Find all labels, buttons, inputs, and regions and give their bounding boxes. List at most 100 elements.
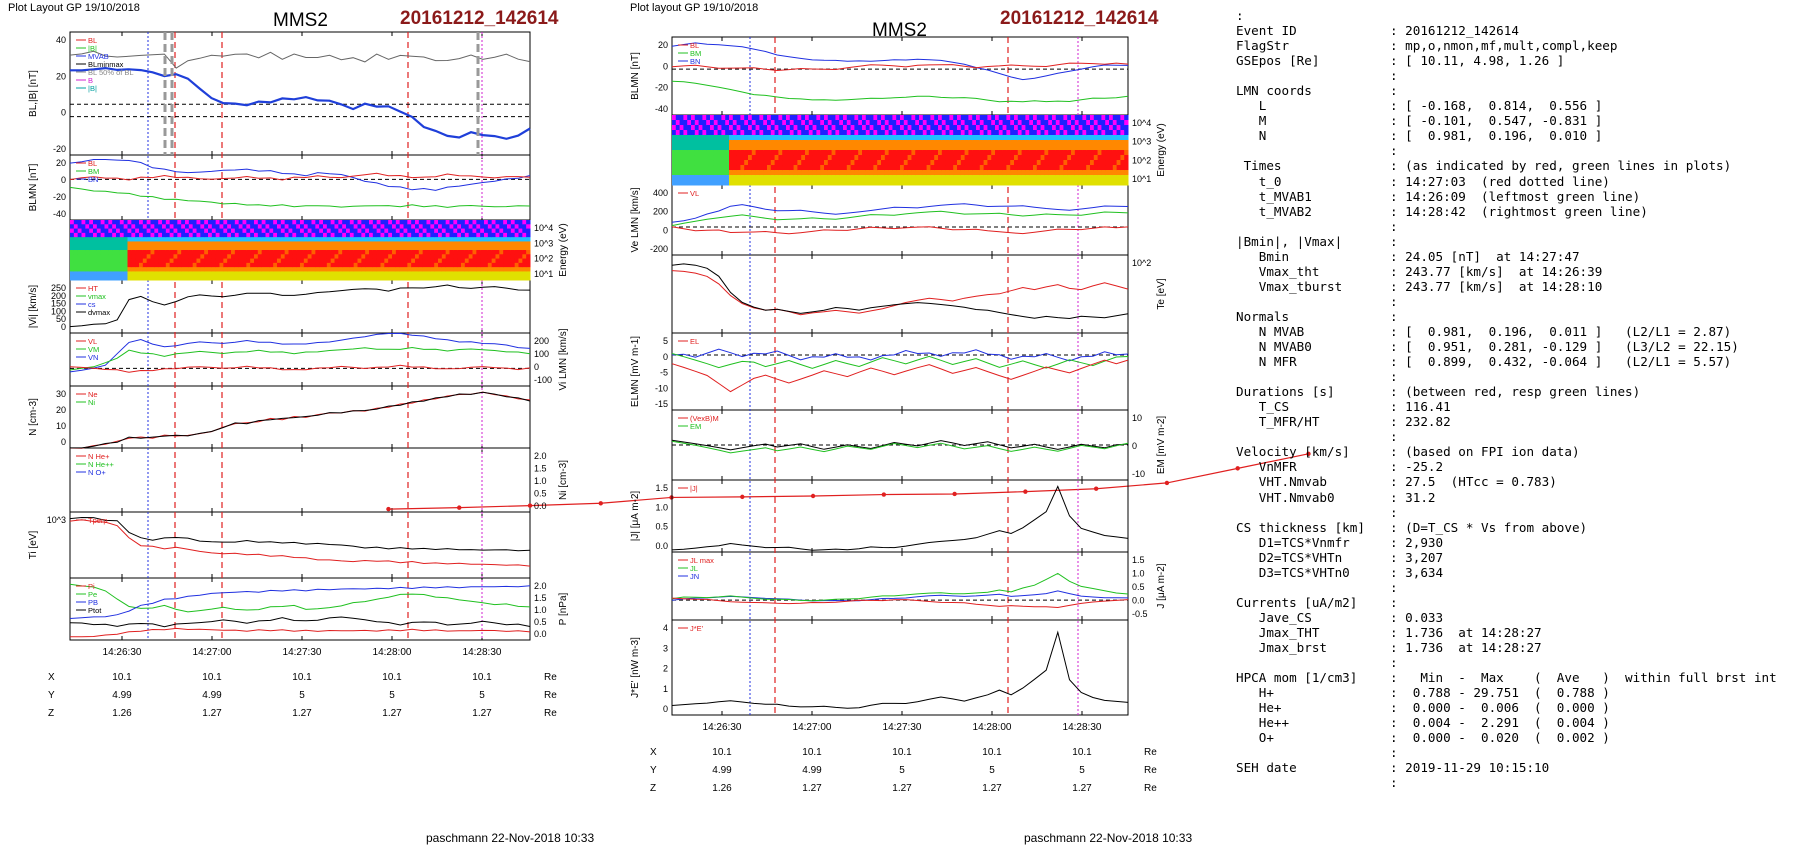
left-spectrogram-cell [499,237,504,242]
left-spectrogram-cell [273,220,278,225]
summary-key: Times [1236,158,1282,174]
middle-spectrogram-cell [782,160,787,166]
summary-value: : [ 0.951, 0.281, -0.129 ] (L3/L2 = 22.1… [1390,339,1739,355]
left-spectrogram-cell [369,245,374,251]
left-spectrogram-cell [441,220,447,225]
left-spectrogram-cell [491,224,496,230]
middle-spectrogram [672,115,1129,186]
left-spectrogram-cell [277,267,282,272]
middle-spectrogram-cell [919,160,924,166]
middle-spectrogram-cell [1029,115,1034,121]
left-spectrogram-cell [453,228,458,234]
middle-spectrogram-cell [1105,115,1110,121]
left-spectrogram-cell [96,267,102,272]
middle-spectrogram-cell [710,155,715,161]
left-spectrogram-cell [472,224,477,230]
middle-spectrogram-cell [797,155,802,161]
middle-spectrogram-cell [938,145,943,151]
middle-spectrogram-cell [960,135,966,141]
middle-spectrogram-cell [816,180,821,186]
middle-spectrogram-cell [736,145,741,151]
middle-spectrogram-cell [922,140,928,146]
middle-spectrogram-cell [710,115,715,121]
left-spectrogram-cell [376,228,381,234]
summary-value: : [ 10.11, 4.98, 1.26 ] [1390,53,1565,69]
left-spectrogram-cell [215,258,220,264]
middle-spectrogram-cell [713,155,719,161]
middle-spectrogram-cell [736,125,741,131]
left-spectrogram-cell [361,241,366,247]
middle-spectrogram-cell [1071,170,1076,176]
middle-spectrogram-cell [949,150,954,156]
left-spectrogram-cell [491,245,496,251]
middle-spectrogram-cell [1086,145,1091,151]
left-spectrogram-cell [185,275,190,281]
left-spectrogram-cell [411,245,416,251]
summary-line: T_MFR/HT: 232.82 [1236,414,1777,429]
left-spectrogram-cell [491,271,496,277]
left-spectrogram-cell [200,220,205,225]
middle-y-tick-label: -40 [655,104,668,114]
middle-spectrogram-cell [786,175,791,181]
middle-spectrogram-cell [831,135,836,141]
middle-spectrogram-cell [767,135,772,141]
middle-spectrogram-cell [763,120,768,126]
middle-spectrogram-cell [976,145,981,151]
middle-spectrogram-cell [1021,125,1026,131]
middle-spectrogram-cell [873,180,878,186]
middle-spectrogram-cell [1120,165,1125,171]
summary-value: : [1390,579,1398,595]
middle-spectrogram-cell [1078,115,1083,121]
left-spectrogram-cell [441,245,447,251]
left-spectrogram-cell [303,250,309,255]
middle-spectrogram-cell [717,120,722,126]
middle-spectrogram-cell [941,180,947,186]
middle-spectrogram-cell [884,125,890,131]
left-spectrogram-cell [169,228,174,234]
left-spectrogram-cell [242,241,247,247]
left-spectrogram-cell [269,250,274,255]
left-spectrogram-cell [510,258,516,264]
middle-spectrogram-cell [884,160,890,166]
left-spectrogram-cell [208,250,213,255]
middle-spectrogram-cell [702,165,707,171]
left-spectrogram-cell [510,254,516,260]
left-spectrogram-cell [361,262,366,268]
left-spectrogram-cell [108,258,113,264]
middle-y-tick-label: 0 [663,704,668,714]
left-spectrogram-cell [430,245,435,251]
middle-spectrogram-cell [934,150,939,156]
summary-key: T_CS [1236,399,1290,415]
middle-spectrogram-cell [915,155,920,161]
middle-spectrogram-cell [1044,115,1049,121]
left-spectrogram-cell [231,241,236,247]
left-spectrogram-cell [499,250,504,255]
left-spectrogram-cell [181,245,186,251]
left-spectrogram-cell [254,228,259,234]
left-spectrogram-cell [438,245,443,251]
summary-line: LMN coords: [1236,83,1777,98]
left-spectrogram-cell [342,262,347,268]
left-spectrogram-cell [85,220,90,225]
middle-spectrogram-cell [702,170,707,176]
middle-spectrogram-cell [797,170,802,176]
middle-spectrogram-cell [1109,180,1114,186]
left-spectrogram-cell [231,224,236,230]
middle-spectrogram-cell [687,150,692,156]
middle-spectrogram-cell [945,130,950,136]
left-spectrogram-cell [522,250,527,255]
middle-spectrogram-cell [729,135,734,141]
middle-spectrogram-cell [1044,165,1049,171]
left-spectrogram-cell [518,224,523,230]
middle-spectrogram-cell [706,135,711,141]
middle-spectrogram-cell [964,160,969,166]
summary-line: L: [ -0.168, 0.814, 0.556 ] [1236,98,1777,113]
left-spectrogram-cell [142,232,148,238]
middle-spectrogram-cell [1101,135,1106,141]
left-spectrogram-cell [418,250,424,255]
left-spectrogram-cell [119,228,125,234]
middle-spectrogram-cell [862,145,867,151]
middle-spectrogram-cell [683,130,688,136]
left-spectrogram-cell [307,275,312,281]
left-spectrogram-cell [200,250,205,255]
